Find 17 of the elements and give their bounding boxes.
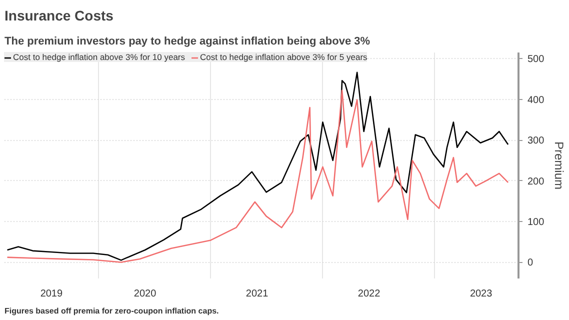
x-tick-label: 2023 (470, 288, 493, 300)
y-tick-label: 400 (528, 94, 545, 106)
text: Figures based off premia for zero-coupon inflation caps. (4, 306, 219, 316)
legend-label: Cost to hedge inflation above 3% for 10 years (13, 52, 185, 62)
x-tick-label: 2021 (246, 288, 269, 300)
x-tick-label: 2022 (358, 288, 381, 300)
y-tick-label: 200 (528, 176, 545, 188)
y-tick-label: 100 (528, 216, 545, 228)
x-tick-label: 2019 (40, 288, 64, 300)
y-tick-label: 500 (528, 54, 545, 66)
chart-subtitle: The premium investors pay to hedge against inflation being above 3% (4, 36, 370, 48)
legend-label: Cost to hedge inflation above 3% for 5 years (200, 52, 368, 62)
y-tick-label: 0 (528, 258, 534, 269)
y-axis-title: Premium (552, 141, 566, 190)
y-tick-label: 300 (528, 136, 545, 147)
x-tick-label: 2020 (134, 288, 157, 300)
chart-title: Insurance Costs (4, 8, 114, 24)
